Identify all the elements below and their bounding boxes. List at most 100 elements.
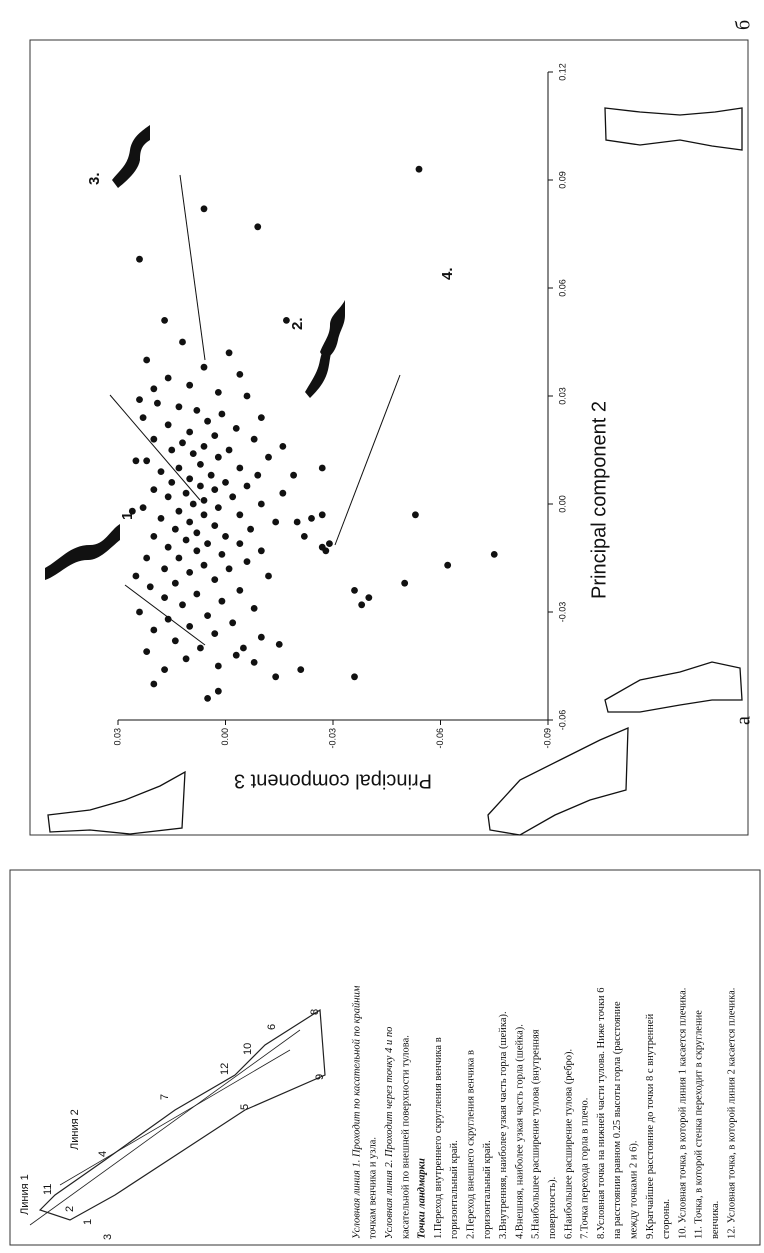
point	[186, 475, 193, 482]
point	[168, 479, 175, 486]
annotation: 2.	[289, 317, 306, 330]
point	[244, 393, 251, 400]
point	[444, 562, 451, 569]
point	[179, 439, 186, 446]
profile	[605, 108, 742, 150]
point	[136, 609, 143, 616]
point	[226, 565, 233, 572]
description-line: горизонтальный край.	[482, 1140, 493, 1239]
point	[258, 414, 265, 421]
point	[319, 511, 326, 518]
point	[219, 411, 226, 418]
point	[326, 540, 333, 547]
x-tick-label: -0.03	[557, 602, 567, 623]
point	[204, 540, 211, 547]
description-line: горизонтальный край.	[449, 1140, 460, 1239]
point	[258, 547, 265, 554]
annotation-line	[110, 395, 200, 500]
point	[143, 555, 150, 562]
annotation: 3.	[86, 172, 103, 185]
point	[201, 364, 208, 371]
description-line: касательной по внешней поверхности тулов…	[400, 1035, 411, 1239]
point-number: 6	[266, 1024, 278, 1030]
point	[265, 573, 272, 580]
point	[276, 641, 283, 648]
silhouette	[305, 332, 334, 398]
y-tick-label: 0.00	[220, 728, 230, 746]
point	[222, 479, 229, 486]
point	[244, 558, 251, 565]
point-number: 12	[219, 1063, 231, 1075]
point-number: 5	[239, 1104, 251, 1110]
point	[244, 483, 251, 490]
annotation-line	[180, 175, 205, 360]
point	[236, 371, 243, 378]
point	[150, 385, 157, 392]
point	[183, 655, 190, 662]
point	[150, 486, 157, 493]
point	[240, 645, 247, 652]
silhouettes	[45, 125, 345, 580]
landscape-layer: Principal component 2 Principal componen…	[19, 20, 755, 1240]
point	[211, 576, 218, 583]
point	[290, 472, 297, 479]
point	[136, 396, 143, 403]
profile	[488, 728, 628, 835]
point	[365, 594, 372, 601]
point	[204, 695, 211, 702]
description-line: на расстоянии равном 0.25 высоты горла (…	[612, 1001, 623, 1239]
point	[319, 465, 326, 472]
point	[161, 594, 168, 601]
point	[219, 551, 226, 558]
description-line: 10. Условная точка, в которой линия 1 ка…	[677, 988, 688, 1239]
page: {"chart_data": {"type": "scatter", "xlab…	[0, 0, 764, 1253]
guide-line	[60, 1050, 290, 1185]
annotation-lines	[110, 175, 400, 645]
point	[179, 339, 186, 346]
point	[168, 447, 175, 454]
point	[165, 375, 172, 382]
figure: Principal component 2 Principal componen…	[0, 0, 764, 1253]
point	[183, 537, 190, 544]
point	[143, 457, 150, 464]
description-line: 11. Точка, в которой стенка переходит в …	[694, 1010, 705, 1239]
description-line: 9.Кратчайшее расстояние до точки 8 с вну…	[645, 1013, 656, 1239]
point	[279, 443, 286, 450]
description-line: венчика.	[710, 1201, 721, 1239]
point	[211, 486, 218, 493]
point	[197, 483, 204, 490]
point	[179, 601, 186, 608]
description-line: 4.Внешняя, наиболее узкая часть горла (ш…	[514, 1024, 525, 1239]
point	[161, 666, 168, 673]
point	[233, 425, 240, 432]
point	[172, 637, 179, 644]
description-line: поверхность).	[547, 1177, 558, 1239]
point	[176, 555, 183, 562]
x-axis-label: Principal component 2	[588, 401, 610, 599]
description-line: Точки ландмарки	[417, 1158, 428, 1239]
point	[176, 508, 183, 515]
point	[186, 569, 193, 576]
point	[158, 468, 165, 475]
line-label: Линия 1	[19, 1174, 31, 1215]
point	[193, 591, 200, 598]
annotation: 1.	[119, 507, 136, 520]
point	[233, 652, 240, 659]
point	[226, 447, 233, 454]
description-line: 6.Наибольшее расширение тулова (ребро).	[563, 1049, 574, 1239]
point	[154, 400, 161, 407]
point-number: 8	[309, 1009, 321, 1015]
point	[229, 493, 236, 500]
point	[272, 519, 279, 526]
point	[186, 382, 193, 389]
point	[133, 573, 140, 580]
point	[172, 526, 179, 533]
point	[236, 465, 243, 472]
point	[211, 522, 218, 529]
point	[258, 501, 265, 508]
point	[193, 529, 200, 536]
point	[147, 583, 154, 590]
point	[186, 429, 193, 436]
y-axis-label: Principal component 3	[234, 770, 432, 792]
x-tick-label: 0.03	[557, 387, 567, 405]
